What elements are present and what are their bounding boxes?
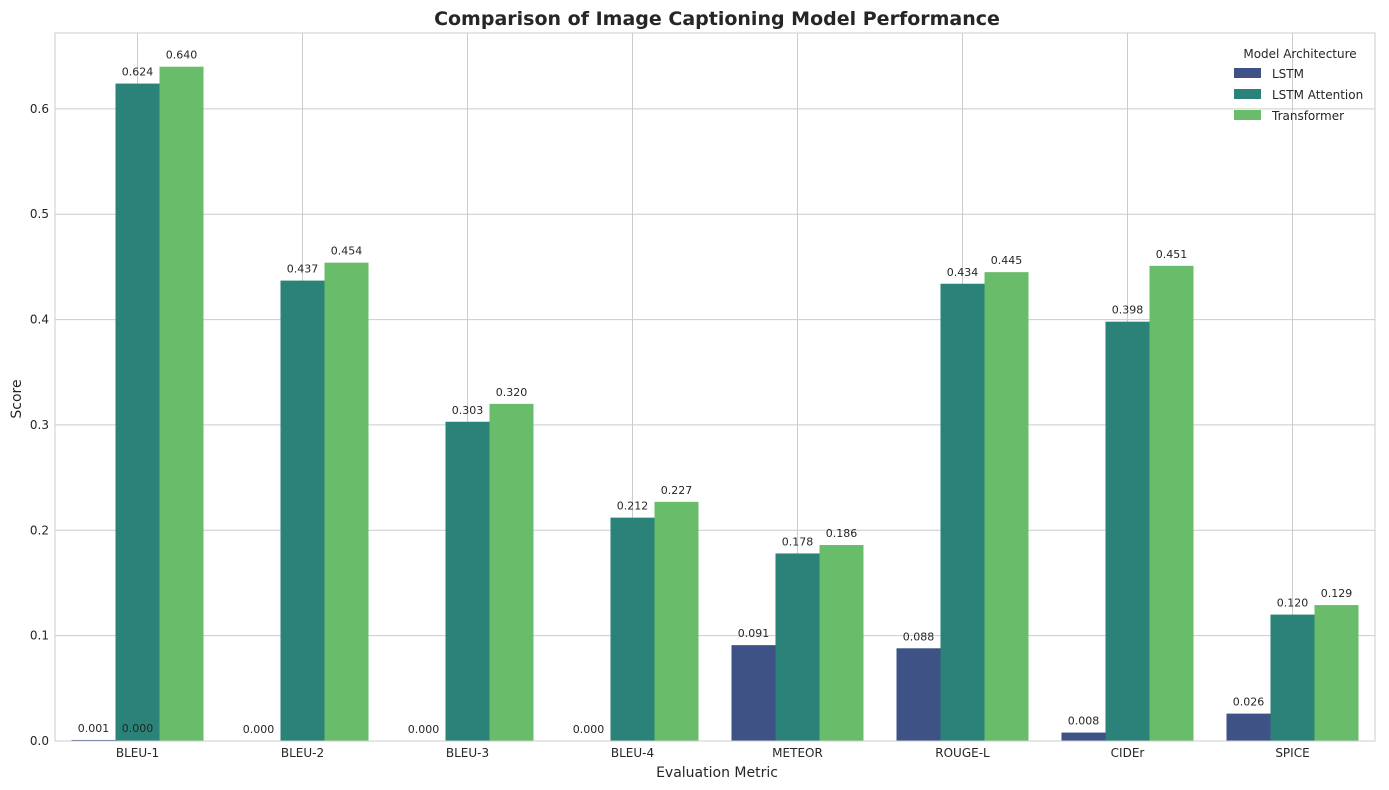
legend-entry: LSTM Attention	[1272, 88, 1363, 102]
bar	[71, 739, 116, 741]
data-label: 0.000	[573, 723, 605, 736]
data-label: 0.001	[78, 722, 110, 735]
y-tick-label: 0.5	[30, 207, 49, 221]
x-tick-label: BLEU-2	[281, 746, 324, 760]
data-label: 0.624	[122, 66, 154, 79]
bar	[610, 517, 655, 741]
bar	[654, 501, 699, 741]
chart-title: Comparison of Image Captioning Model Per…	[434, 8, 1000, 30]
data-label: 0.000	[408, 723, 440, 736]
bar	[1061, 732, 1106, 741]
bar	[1149, 265, 1194, 741]
y-tick-label: 0.0	[30, 734, 49, 748]
y-tick-label: 0.2	[30, 523, 49, 537]
data-label: 0.303	[452, 404, 484, 417]
data-label: 0.434	[947, 266, 979, 279]
data-label: 0.088	[903, 630, 935, 643]
data-label: 0.000	[122, 722, 154, 735]
legend-title: Model Architecture	[1243, 47, 1356, 61]
x-tick-label: CIDEr	[1111, 746, 1145, 760]
bar	[445, 421, 490, 741]
data-label: 0.026	[1233, 696, 1265, 709]
y-axis-label: Score	[9, 379, 25, 418]
bar	[940, 283, 985, 741]
data-label: 0.640	[166, 49, 198, 62]
bar	[115, 83, 160, 742]
data-label: 0.451	[1156, 248, 1188, 261]
data-label: 0.000	[243, 723, 275, 736]
x-tick-label: ROUGE-L	[935, 746, 990, 760]
bar	[984, 272, 1029, 741]
y-tick-label: 0.1	[30, 629, 49, 643]
bar	[1105, 321, 1150, 741]
legend-entry: Transformer	[1271, 109, 1344, 123]
data-label: 0.212	[617, 500, 649, 513]
x-tick-label: BLEU-1	[116, 746, 159, 760]
legend-swatch	[1234, 89, 1261, 99]
bar	[1314, 605, 1359, 741]
data-label: 0.008	[1068, 715, 1100, 728]
x-tick-label: BLEU-4	[611, 746, 654, 760]
data-label: 0.120	[1277, 597, 1309, 610]
data-label: 0.320	[496, 386, 528, 399]
bar	[896, 648, 941, 741]
bar	[159, 66, 204, 741]
data-label: 0.227	[661, 484, 693, 497]
data-label: 0.437	[287, 263, 319, 276]
data-label: 0.186	[826, 527, 858, 540]
legend-swatch	[1234, 68, 1261, 78]
data-label: 0.454	[331, 245, 363, 258]
y-tick-label: 0.4	[30, 313, 49, 327]
bar	[775, 553, 820, 741]
x-tick-label: METEOR	[772, 746, 823, 760]
bar	[280, 280, 325, 741]
data-label: 0.129	[1321, 587, 1353, 600]
y-tick-label: 0.3	[30, 418, 49, 432]
legend-swatch	[1234, 110, 1261, 120]
data-label: 0.091	[738, 627, 770, 640]
bar	[819, 545, 864, 741]
x-tick-label: BLEU-3	[446, 746, 489, 760]
data-label: 0.178	[782, 535, 814, 548]
data-label: 0.445	[991, 254, 1023, 267]
bar	[731, 645, 776, 741]
legend-entry: LSTM	[1272, 67, 1304, 81]
plot-frame	[54, 32, 1376, 742]
x-tick-label: SPICE	[1275, 746, 1309, 760]
legend: Model Architecture LSTM LSTM Attention Tra…	[1234, 47, 1363, 123]
data-label: 0.398	[1112, 304, 1144, 317]
bar	[324, 262, 369, 741]
bar	[489, 403, 534, 741]
bar	[1226, 713, 1271, 741]
x-axis-label: Evaluation Metric	[656, 765, 778, 781]
y-tick-label: 0.6	[30, 102, 49, 116]
bar	[1270, 614, 1315, 741]
